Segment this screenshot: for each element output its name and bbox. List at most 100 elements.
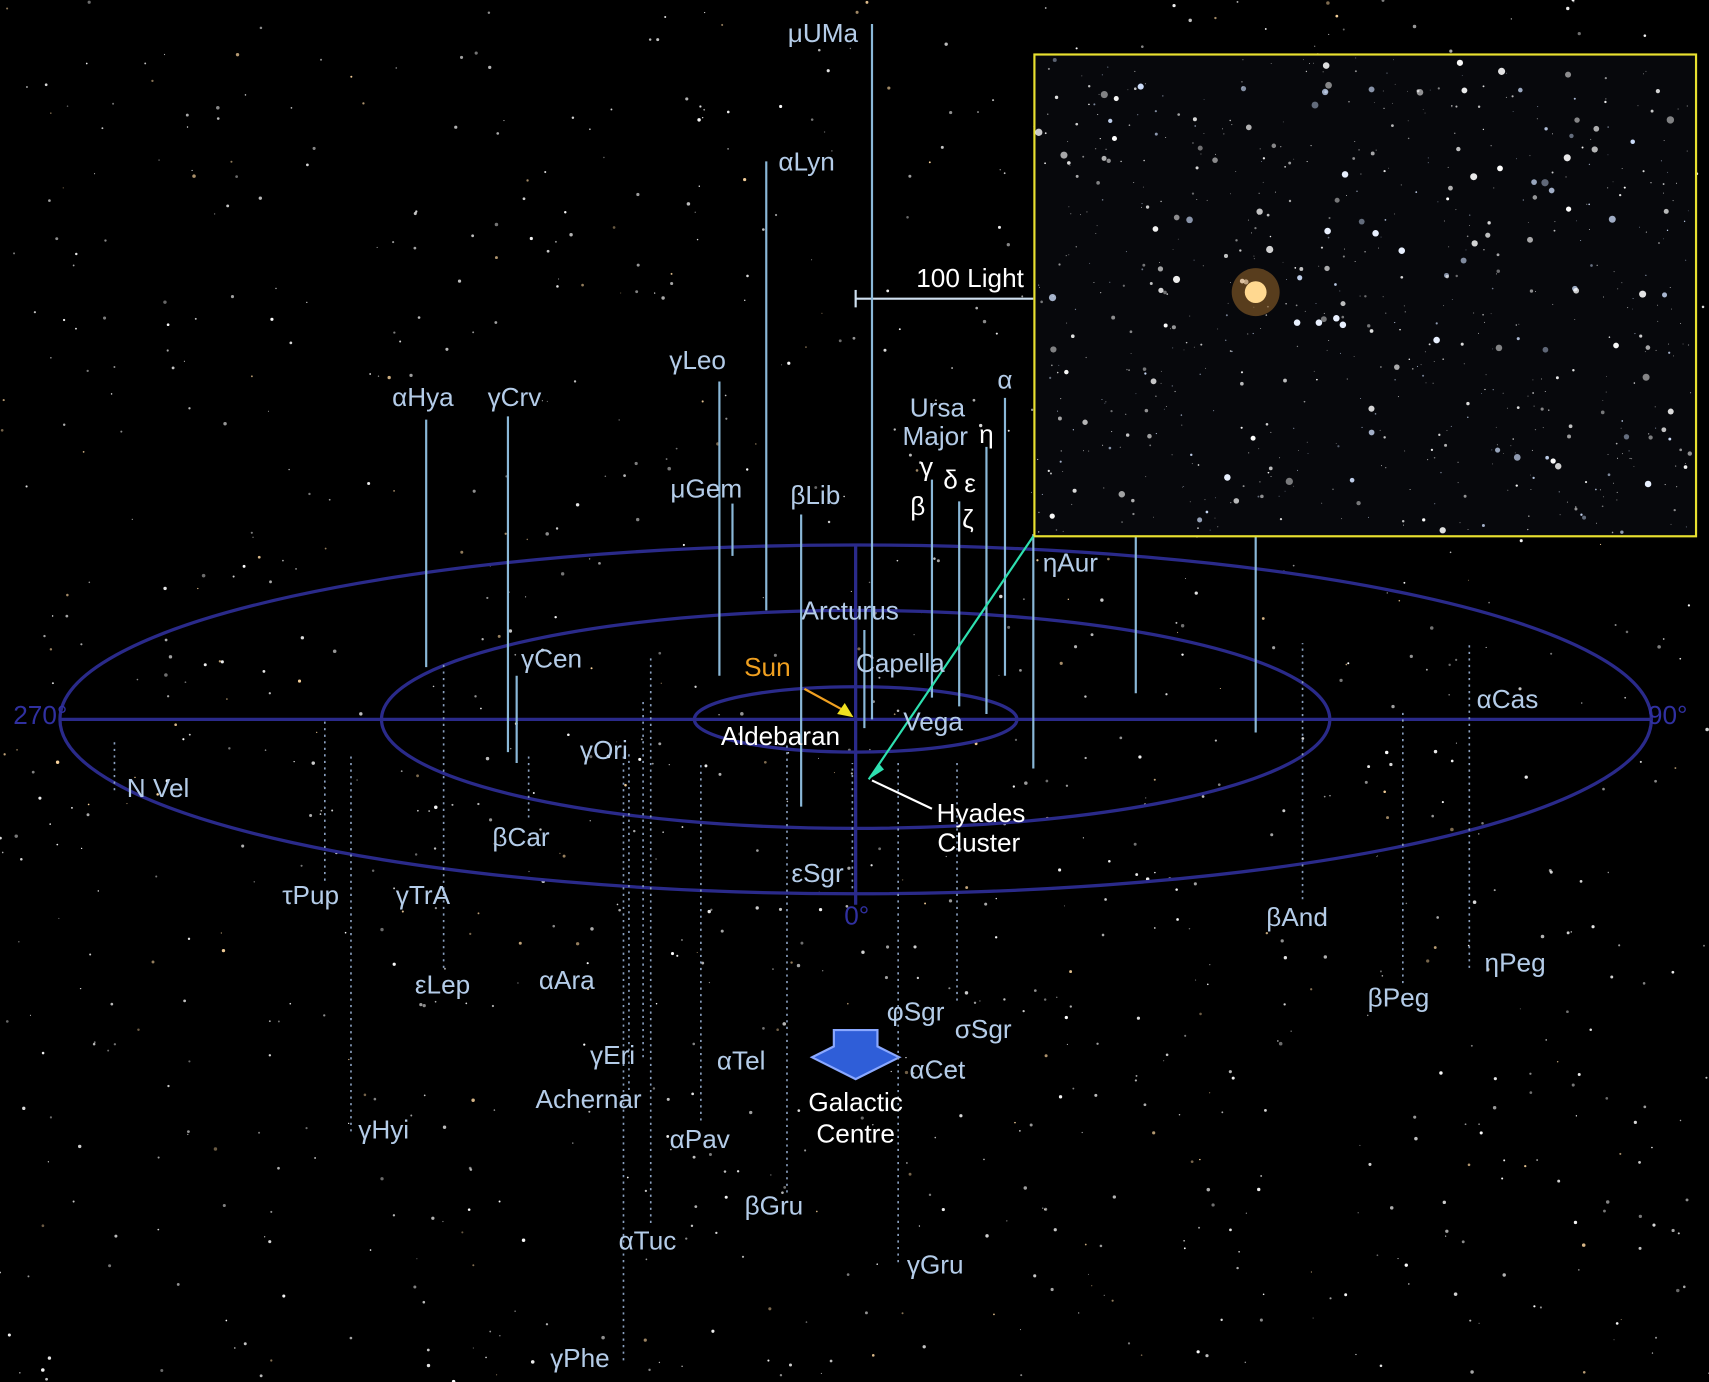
photo-star: [1542, 427, 1544, 429]
star: [409, 373, 413, 378]
photo-star: [1407, 120, 1409, 122]
star: [876, 1263, 878, 1265]
photo-star: [1339, 321, 1347, 329]
photo-star: [1155, 395, 1157, 397]
star-label: δ: [943, 465, 958, 495]
star: [380, 927, 384, 932]
photo-star: [1361, 426, 1363, 428]
star: [1188, 928, 1191, 930]
star: [883, 348, 887, 352]
star: [305, 1127, 308, 1130]
photo-star: [1443, 220, 1445, 222]
photo-star: [1265, 314, 1268, 316]
star: [86, 369, 89, 373]
photo-star: [1126, 368, 1128, 371]
star: [562, 854, 566, 858]
photo-star: [1532, 195, 1538, 200]
photo-star: [1048, 293, 1057, 302]
star: [226, 204, 230, 208]
star: [618, 908, 621, 912]
star: [772, 968, 774, 970]
photo-star: [1397, 396, 1399, 398]
star: [521, 1238, 526, 1242]
photo-star: [1328, 340, 1330, 341]
photo-star: [1341, 171, 1349, 178]
photo-star: [1285, 303, 1287, 305]
photo-star: [1613, 482, 1614, 484]
star: [1019, 669, 1022, 672]
star: [235, 53, 240, 57]
star: [884, 976, 888, 980]
photo-star: [1451, 104, 1453, 107]
star: [1397, 1258, 1399, 1260]
photo-star: [1648, 435, 1653, 440]
star: [324, 547, 327, 550]
star: [270, 317, 274, 321]
photo-star: [1485, 232, 1491, 238]
star: [1389, 1206, 1394, 1210]
photo-star: [1514, 452, 1516, 454]
photo-star: [1128, 124, 1131, 126]
star: [417, 316, 421, 319]
star: [1345, 663, 1348, 666]
star: [779, 1374, 783, 1377]
photo-star: [1407, 137, 1410, 140]
star: [1518, 687, 1522, 691]
photo-star: [1242, 59, 1244, 61]
star: [616, 903, 619, 906]
photo-star: [1297, 449, 1299, 451]
photo-star: [1403, 305, 1405, 307]
photo-star: [1248, 452, 1250, 454]
star-label: ηPeg: [1485, 948, 1546, 978]
photo-star: [1680, 322, 1682, 324]
star: [1368, 1162, 1372, 1166]
star: [685, 1237, 688, 1240]
star-label: εSgr: [791, 858, 844, 888]
star: [503, 119, 505, 122]
star: [451, 803, 454, 806]
photo-star: [1150, 378, 1157, 385]
star: [833, 772, 836, 774]
star: [691, 1092, 694, 1096]
star: [113, 366, 116, 368]
photo-star: [1668, 343, 1670, 345]
photo-star: [1620, 427, 1622, 429]
star: [1214, 16, 1217, 20]
star: [606, 754, 611, 759]
star: [913, 634, 915, 636]
star: [1431, 814, 1434, 818]
photo-star: [1677, 108, 1679, 110]
photo-star: [1450, 425, 1452, 427]
star: [696, 951, 698, 954]
photo-star: [1202, 265, 1204, 267]
star: [945, 855, 947, 858]
star-label: Achernar: [536, 1084, 642, 1114]
star: [1206, 983, 1209, 986]
star: [363, 1093, 367, 1097]
star: [948, 899, 953, 903]
star: [775, 731, 778, 733]
star: [1183, 1247, 1186, 1250]
star: [49, 823, 51, 825]
star: [761, 228, 765, 231]
star: [19, 1372, 21, 1374]
star: [847, 866, 851, 870]
photo-star: [1341, 518, 1343, 520]
photo-star: [1492, 389, 1494, 391]
star: [1135, 873, 1139, 876]
star: [1376, 855, 1378, 857]
photo-star: [1054, 95, 1059, 100]
star: [665, 458, 668, 460]
photo-star: [1200, 153, 1202, 155]
star: [589, 755, 593, 759]
photo-star: [1149, 281, 1153, 285]
star: [995, 332, 998, 335]
star: [949, 110, 953, 115]
photo-star: [1432, 382, 1434, 384]
star: [419, 1003, 423, 1007]
photo-star: [1686, 150, 1688, 152]
star: [75, 327, 77, 330]
pointer-head: [868, 763, 884, 780]
star: [136, 678, 139, 681]
star: [16, 749, 18, 751]
